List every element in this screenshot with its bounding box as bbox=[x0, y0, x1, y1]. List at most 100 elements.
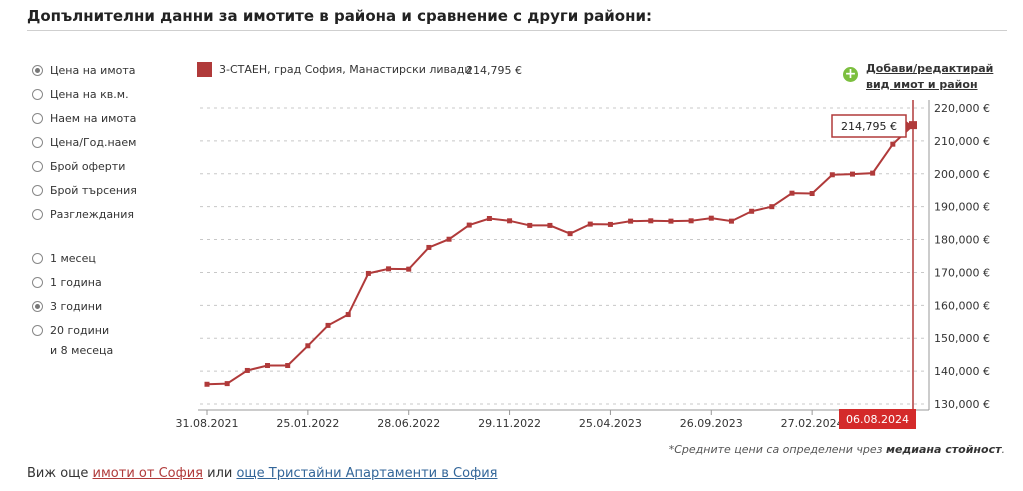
metric-option-2[interactable]: Наем на имота bbox=[32, 112, 137, 137]
legend-swatch bbox=[197, 62, 212, 77]
metric-option-3[interactable]: Цена/Год.наем bbox=[32, 136, 137, 161]
data-point bbox=[809, 191, 815, 197]
data-point bbox=[628, 218, 634, 224]
value-tooltip-pointer bbox=[906, 121, 913, 131]
series-line bbox=[206, 124, 914, 386]
radio-label: 20 години и 8 месеца bbox=[50, 324, 114, 357]
radio-label: 1 месец bbox=[50, 252, 96, 265]
data-point bbox=[204, 381, 210, 387]
data-point bbox=[244, 367, 250, 373]
data-point bbox=[507, 218, 513, 224]
data-point bbox=[406, 266, 412, 272]
data-point bbox=[728, 218, 734, 224]
add-link-line2: вид имот и район bbox=[866, 78, 978, 91]
metric-option-0[interactable]: Цена на имота bbox=[32, 64, 137, 89]
x-tick-label: 25.04.2023 bbox=[579, 417, 642, 430]
period-option-0[interactable]: 1 месец bbox=[32, 252, 113, 277]
radio-label: 3 години bbox=[50, 300, 103, 313]
data-point bbox=[365, 270, 371, 276]
data-point bbox=[789, 190, 795, 196]
radio-button[interactable] bbox=[32, 277, 43, 288]
data-point bbox=[386, 266, 392, 272]
data-point bbox=[688, 218, 694, 224]
value-tooltip-text: 214,795 € bbox=[841, 120, 897, 133]
y-tick-label: 140,000 € bbox=[934, 365, 990, 378]
metric-option-5[interactable]: Брой търсения bbox=[32, 184, 137, 209]
median-note: *Средните цени са определени чрез медиан… bbox=[669, 443, 1005, 456]
y-tick-label: 200,000 € bbox=[934, 168, 990, 181]
radio-label: Брой оферти bbox=[50, 160, 126, 173]
radio-button[interactable] bbox=[32, 137, 43, 148]
radio-button[interactable] bbox=[32, 65, 43, 76]
metric-radio-group: Цена на имота Цена на кв.м. Наем на имота Ц… bbox=[32, 64, 137, 233]
radio-button[interactable] bbox=[32, 253, 43, 264]
data-point bbox=[486, 216, 492, 222]
note-prefix: *Средните цени са определени чрез bbox=[668, 443, 886, 456]
chart-legend[interactable]: 3-СТАЕН, град София, Манастирски ливади bbox=[197, 62, 472, 77]
data-point bbox=[668, 218, 674, 224]
period-radio-group: 1 месец 1 година 3 години 20 години и 8 месе… bbox=[32, 252, 114, 365]
footer-middle: или bbox=[202, 466, 237, 481]
period-option-3[interactable]: 20 години и 8 месеца bbox=[32, 324, 114, 365]
data-point bbox=[587, 221, 593, 227]
current-date-text: 06.08.2024 bbox=[846, 413, 909, 426]
radio-label: 1 година bbox=[50, 276, 102, 289]
y-tick-label: 210,000 € bbox=[934, 135, 990, 148]
x-tick-label: 31.08.2021 bbox=[176, 417, 239, 430]
data-point bbox=[749, 208, 755, 214]
radio-button[interactable] bbox=[32, 209, 43, 220]
y-tick-label: 160,000 € bbox=[934, 299, 990, 312]
y-tick-label: 170,000 € bbox=[934, 266, 990, 279]
data-point bbox=[870, 170, 876, 176]
data-point bbox=[426, 244, 432, 250]
radio-button[interactable] bbox=[32, 325, 43, 336]
x-tick-label: 25.01.2022 bbox=[276, 417, 339, 430]
title-divider bbox=[27, 30, 1007, 31]
x-tick-label: 27.02.2024 bbox=[781, 417, 844, 430]
period-option-2[interactable]: 3 години bbox=[32, 300, 113, 325]
data-point bbox=[890, 141, 896, 147]
radio-label: Цена на кв.м. bbox=[50, 88, 129, 101]
radio-label: Цена/Год.наем bbox=[50, 136, 137, 149]
x-tick-label: 28.06.2022 bbox=[377, 417, 440, 430]
properties-sofia-link[interactable]: имоти от София bbox=[92, 466, 203, 481]
data-point bbox=[325, 322, 331, 328]
data-point bbox=[567, 231, 573, 237]
note-suffix: . bbox=[1001, 443, 1006, 456]
more-three-room-link[interactable]: още Тристайни Апартаменти в София bbox=[236, 466, 498, 481]
radio-button[interactable] bbox=[32, 301, 43, 312]
metric-option-6[interactable]: Разглеждания bbox=[32, 208, 137, 233]
period-option-1[interactable]: 1 година bbox=[32, 276, 113, 301]
note-bold: медиана стойност bbox=[885, 443, 1002, 456]
y-tick-label: 130,000 € bbox=[934, 398, 990, 411]
metric-option-1[interactable]: Цена на кв.м. bbox=[32, 88, 137, 113]
data-point bbox=[224, 381, 230, 387]
radio-label: Брой търсения bbox=[50, 184, 137, 197]
y-tick-label: 190,000 € bbox=[934, 201, 990, 214]
data-point bbox=[829, 172, 835, 178]
add-plus-icon[interactable]: + bbox=[843, 66, 858, 82]
metric-option-4[interactable]: Брой оферти bbox=[32, 160, 137, 185]
radio-label: Наем на имота bbox=[50, 112, 137, 125]
radio-button[interactable] bbox=[32, 89, 43, 100]
data-point bbox=[909, 121, 917, 130]
add-link-line1: Добави/редактирай bbox=[866, 62, 994, 75]
footer-links: Виж още имоти от София или още Тристайни… bbox=[27, 466, 497, 481]
data-point bbox=[305, 343, 311, 349]
data-point bbox=[466, 222, 472, 228]
data-point bbox=[547, 222, 553, 228]
section-title: Допълнителни данни за имотите в района и… bbox=[27, 7, 652, 25]
add-edit-property-link[interactable]: Добави/редактирай вид имот и район bbox=[866, 61, 993, 93]
radio-button[interactable] bbox=[32, 113, 43, 124]
y-tick-label: 180,000 € bbox=[934, 234, 990, 247]
radio-button[interactable] bbox=[32, 185, 43, 196]
footer-prefix: Виж още bbox=[27, 466, 93, 481]
radio-label: Разглеждания bbox=[50, 208, 135, 221]
x-tick-label: 29.11.2022 bbox=[478, 417, 541, 430]
data-point bbox=[607, 221, 613, 227]
data-point bbox=[285, 363, 291, 369]
legend-label: 3-СТАЕН, град София, Манастирски ливади bbox=[219, 63, 472, 76]
radio-button[interactable] bbox=[32, 161, 43, 172]
y-tick-label: 150,000 € bbox=[934, 332, 990, 345]
